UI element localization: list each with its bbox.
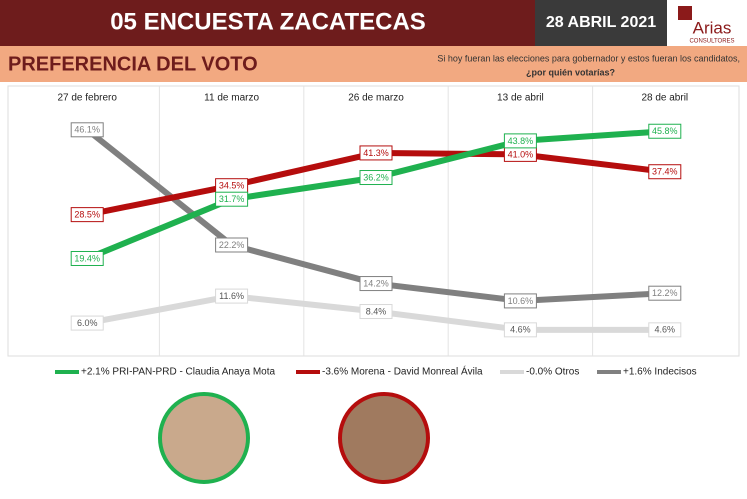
x-tick-label: 11 de marzo xyxy=(204,93,259,104)
data-label: 43.8% xyxy=(508,136,534,146)
legend-label: +1.6% Indecisos xyxy=(623,367,697,378)
label-box xyxy=(648,285,682,301)
data-label: 31.7% xyxy=(219,194,245,204)
label-box xyxy=(648,322,682,338)
data-label: 4.6% xyxy=(510,325,531,335)
data-label: 45.8% xyxy=(652,126,678,136)
x-tick-label: 26 de marzo xyxy=(348,93,404,104)
label-box xyxy=(359,304,393,320)
logo: Arias xyxy=(693,18,732,37)
plot-frame xyxy=(7,85,740,357)
logo-sub: CONSULTORES xyxy=(689,39,734,45)
data-label: 10.6% xyxy=(508,296,534,306)
x-tick-label: 27 de febrero xyxy=(57,93,117,104)
legend-label: -3.6% Morena - David Monreal Ávila xyxy=(322,365,483,378)
x-tick-label: 13 de abril xyxy=(497,93,544,104)
label-box xyxy=(70,207,104,223)
data-label: 36.2% xyxy=(363,172,389,182)
header-bar xyxy=(0,0,535,46)
x-tick-label: 28 de abril xyxy=(641,93,688,104)
data-label: 12.2% xyxy=(652,288,678,298)
label-box xyxy=(215,237,249,253)
data-label: 6.0% xyxy=(77,318,98,328)
label-box xyxy=(648,164,682,180)
data-label: 19.4% xyxy=(74,253,100,263)
candidate-photo xyxy=(158,392,250,484)
label-box xyxy=(359,145,393,161)
data-label: 34.5% xyxy=(219,181,245,191)
data-label: 37.4% xyxy=(652,167,678,177)
label-box xyxy=(503,133,537,149)
label-box xyxy=(70,250,104,266)
label-box xyxy=(503,322,537,338)
label-box xyxy=(359,170,393,186)
data-label: 14.2% xyxy=(363,278,389,288)
label-box xyxy=(359,276,393,292)
data-label: 22.2% xyxy=(219,240,245,250)
data-label: 4.6% xyxy=(655,325,676,335)
label-box xyxy=(503,293,537,309)
label-box xyxy=(70,122,104,138)
logo-icon xyxy=(678,6,692,20)
data-label: 28.5% xyxy=(74,210,100,220)
date: 28 ABRIL 2021 xyxy=(546,14,656,31)
label-box xyxy=(648,123,682,139)
title: 05 ENCUESTA ZACATECAS xyxy=(110,8,426,35)
date-box xyxy=(535,0,667,46)
question: Si hoy fueran las elecciones para gobern… xyxy=(437,53,740,63)
candidate-photo xyxy=(338,392,430,484)
label-box xyxy=(215,288,249,304)
data-label: 41.0% xyxy=(508,149,534,159)
data-label: 46.1% xyxy=(74,125,100,135)
subheader-bar xyxy=(0,46,747,82)
subheader-title: PREFERENCIA DEL VOTO xyxy=(8,53,258,75)
legend-label: +2.1% PRI-PAN-PRD - Claudia Anaya Mota xyxy=(81,367,276,378)
label-box xyxy=(215,191,249,207)
data-label: 8.4% xyxy=(366,306,387,316)
data-label: 11.6% xyxy=(219,291,244,301)
legend-label: -0.0% Otros xyxy=(526,367,579,378)
label-box xyxy=(70,315,104,331)
data-label: 41.3% xyxy=(363,148,389,158)
question: ¿por quién votarías? xyxy=(526,67,615,77)
